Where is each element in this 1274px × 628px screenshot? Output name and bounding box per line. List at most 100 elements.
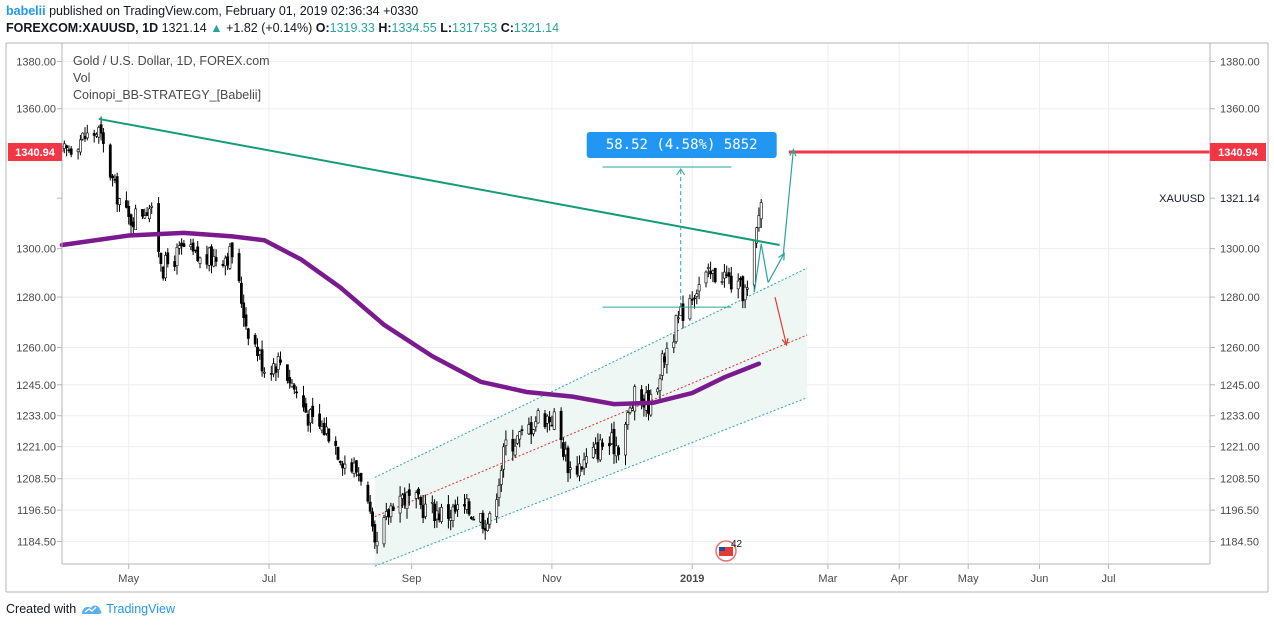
candle	[695, 289, 699, 305]
candle	[706, 263, 710, 278]
candle	[391, 503, 395, 511]
candle	[177, 241, 181, 255]
y-tick-label-left: 1196.50	[17, 505, 56, 517]
candle-body	[697, 284, 701, 292]
candle-body	[472, 518, 476, 521]
candle-body	[76, 149, 80, 153]
candle-body	[601, 442, 604, 447]
candle	[743, 284, 747, 309]
projection-arrows	[753, 148, 797, 347]
candle	[166, 248, 170, 268]
y-tick-label-right: 1221.00	[1220, 442, 1260, 454]
x-tick-label: Jun	[1031, 573, 1049, 585]
candle-body	[373, 524, 377, 543]
event-badge[interactable]: 42	[715, 539, 743, 562]
candle-body	[658, 378, 662, 391]
candle	[515, 435, 519, 446]
candle-body	[223, 257, 227, 267]
candle-body	[630, 408, 634, 411]
candle	[518, 430, 522, 448]
candle-body	[481, 512, 485, 529]
candle-body	[463, 504, 466, 507]
candle-body	[159, 252, 163, 264]
candle	[129, 213, 133, 235]
right-price-axis[interactable]: 1380.00 1360.00 1300.00 1280.00 1260.00 1245.…	[1210, 56, 1260, 548]
moving-average-line[interactable]	[59, 230, 762, 407]
candle-body	[260, 349, 264, 372]
candle-body	[433, 503, 437, 522]
candle-body	[497, 485, 501, 499]
descending-trendline[interactable]	[98, 117, 780, 247]
left-highlight-tag: 1340.94	[8, 143, 62, 161]
candle-body	[607, 443, 611, 447]
candle	[713, 267, 717, 284]
candle-body	[582, 459, 586, 469]
up-arrow-icon: ▲	[210, 21, 223, 35]
candle-body	[449, 517, 453, 521]
candle-body	[706, 267, 710, 270]
arrow-shaft	[774, 296, 788, 346]
measure-tool[interactable]: 58.52 (4.58%) 5852	[586, 132, 777, 308]
candle-body	[196, 246, 200, 262]
candle-body	[419, 497, 423, 506]
candle	[196, 241, 200, 262]
candle-body	[148, 208, 151, 219]
candle	[336, 446, 340, 461]
candle-body	[134, 208, 138, 231]
x-tick-label: Mar	[818, 573, 837, 585]
candle-body	[628, 407, 632, 413]
channel-lower-line[interactable]	[374, 397, 808, 567]
author-name[interactable]: babelii	[6, 4, 46, 18]
candle-body	[279, 359, 282, 363]
candle-body	[325, 426, 328, 434]
candle	[566, 445, 570, 482]
candle	[513, 438, 517, 458]
candle	[532, 428, 535, 437]
candle-body	[759, 202, 763, 220]
channel-upper-line[interactable]	[374, 267, 808, 478]
symbol-label: FOREXCOM:XAUUSD, 1D	[6, 21, 159, 35]
candle-body	[421, 504, 425, 519]
arrow-head-icon	[781, 338, 789, 347]
candle-body	[534, 421, 538, 428]
candle	[389, 502, 393, 523]
candle-body	[559, 410, 563, 440]
candle-body	[210, 246, 213, 266]
candle	[405, 491, 409, 519]
candle	[601, 438, 604, 451]
candle-body	[578, 463, 581, 477]
time-axis[interactable]: May Jul Sep Nov 2019 Mar Apr May Jun Jul	[118, 564, 1116, 585]
high-value: 1334.55	[391, 21, 437, 35]
candle-body	[228, 246, 232, 269]
tradingview-link[interactable]: TradingView	[106, 602, 175, 616]
candle-body	[407, 489, 411, 496]
candle	[375, 531, 379, 554]
candle-body	[665, 347, 669, 366]
candle	[143, 208, 147, 219]
candle-body	[440, 507, 443, 522]
candle-body	[113, 179, 117, 181]
candle	[108, 143, 112, 181]
candle	[359, 472, 363, 486]
candle	[118, 197, 121, 212]
candle-body	[79, 139, 82, 153]
candle	[440, 503, 443, 524]
candle	[529, 416, 533, 444]
candle-body	[189, 244, 193, 248]
candle	[624, 421, 627, 466]
candle-body	[368, 501, 372, 512]
candle-body	[713, 267, 717, 283]
candle	[279, 351, 282, 366]
candle	[210, 244, 213, 274]
left-price-axis[interactable]: 1380.00 1360.00 1300.00 1280.00 1260.00 1245.…	[16, 56, 62, 548]
candle-body	[755, 227, 759, 244]
candle	[582, 452, 586, 476]
candle	[660, 350, 664, 381]
candle-body	[584, 456, 588, 464]
candle	[228, 242, 232, 271]
candle-body	[338, 460, 342, 463]
candle-body	[115, 176, 119, 205]
y-tick-label-right: 1184.50	[1220, 536, 1259, 548]
y-tick-label-right: 1196.50	[1220, 505, 1259, 517]
